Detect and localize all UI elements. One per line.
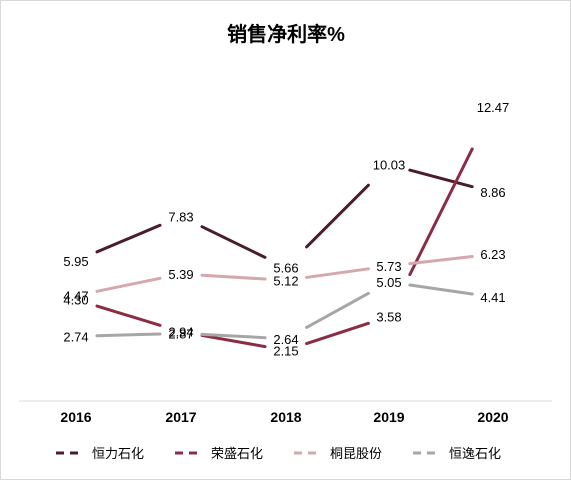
series-line-segment — [200, 332, 267, 340]
x-tick-label: 2020 — [477, 409, 508, 425]
legend: 恒力石化 荣盛石化 桐昆股份 恒逸石化 — [56, 447, 501, 462]
chart-title: 销售净利率% — [227, 22, 345, 46]
data-label: 3.58 — [376, 310, 401, 325]
series-line-segment — [200, 333, 267, 349]
data-label: 2.64 — [273, 332, 298, 347]
data-label: 4.47 — [63, 289, 88, 304]
data-label: 12.47 — [477, 100, 510, 115]
x-tick-label: 2016 — [60, 409, 91, 425]
data-label: 8.86 — [480, 185, 505, 200]
series-line-segment — [408, 147, 474, 277]
data-label: 5.66 — [273, 261, 298, 276]
series-lines — [95, 147, 474, 349]
legend-label: 恒力石化 — [92, 447, 144, 462]
series-line-segment — [305, 291, 370, 329]
data-label: 5.12 — [273, 273, 298, 288]
data-labels: 5.95 7.83 5.66 10.03 8.86 4.30 2.94 2.15 3.58 12.… — [63, 100, 509, 358]
legend-label: 恒逸石化 — [449, 447, 501, 462]
data-label: 5.73 — [376, 259, 401, 274]
data-label: 5.05 — [376, 275, 401, 290]
series-line-segment — [305, 321, 370, 346]
data-label: 6.23 — [480, 247, 505, 262]
series-line-segment — [408, 168, 474, 189]
series-line-segment — [408, 255, 474, 266]
series-line-segment — [200, 273, 267, 281]
x-tick-label: 2019 — [373, 409, 404, 425]
data-label: 7.83 — [168, 209, 193, 224]
series-line-segment — [408, 283, 474, 296]
legend-label: 桐昆股份 — [330, 447, 382, 462]
data-label: 5.95 — [63, 254, 88, 269]
series-line-segment — [305, 267, 370, 279]
x-tick-label: 2017 — [165, 409, 196, 425]
series-line-segment — [95, 223, 162, 254]
series-line-segment — [95, 332, 162, 338]
data-label: 2.15 — [273, 343, 298, 358]
data-label: 2.94 — [168, 325, 193, 340]
data-label: 4.41 — [480, 290, 505, 305]
series-line-segment — [95, 276, 162, 293]
series-line-segment — [95, 304, 162, 327]
series-line-segment — [305, 183, 370, 249]
data-label: 4.30 — [63, 293, 88, 308]
data-label: 2.74 — [63, 329, 88, 344]
data-label: 10.03 — [373, 158, 406, 173]
x-axis-ticks: 2016 2017 2018 2019 2020 — [60, 409, 508, 425]
series-line-segment — [200, 225, 267, 259]
x-tick-label: 2018 — [270, 409, 301, 425]
data-label: 2.87 — [168, 326, 193, 341]
legend-label: 荣盛石化 — [211, 447, 263, 462]
data-label: 5.39 — [168, 267, 193, 282]
